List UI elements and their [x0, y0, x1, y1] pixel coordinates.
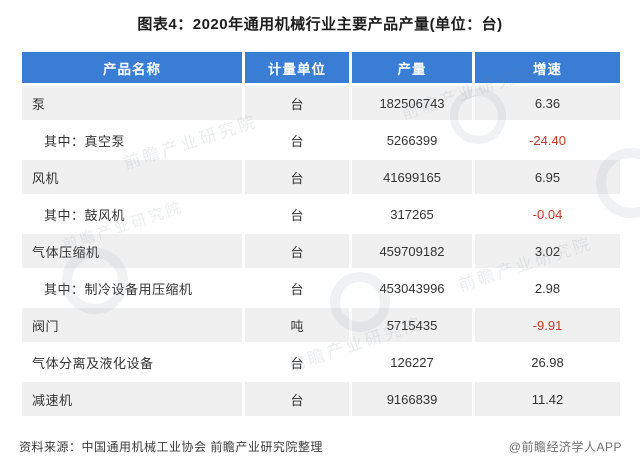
data-table-container: 产品名称 计量单位 产量 增速 泵台 182506743 6.36 其中：真空泵台 52… [19, 49, 623, 419]
cell-output: 9166839 [352, 382, 472, 416]
source-note: 资料来源：中国通用机械工业协会 前瞻产业研究院整理 [19, 440, 323, 454]
table-row: 阀门吨 5715435 -9.91 [22, 308, 620, 342]
cell-growth: 3.02 [475, 234, 620, 268]
cell-unit: 台 [245, 86, 349, 120]
cell-product-name: 风机 [22, 160, 242, 194]
cell-output: 41699165 [352, 160, 472, 194]
cell-growth: -9.91 [475, 308, 620, 342]
cell-output: 5266399 [352, 123, 472, 157]
table-body: 泵台 182506743 6.36 其中：真空泵台 5266399 -24.40 风机台 41… [22, 86, 620, 416]
table-row: 风机台 41699165 6.95 [22, 160, 620, 194]
cell-product-name: 其中：制冷设备用压缩机 [22, 271, 242, 305]
cell-unit: 台 [245, 271, 349, 305]
cell-unit: 台 [245, 382, 349, 416]
cell-product-name: 气体压缩机 [22, 234, 242, 268]
cell-growth: -24.40 [475, 123, 620, 157]
table-row: 其中：真空泵台 5266399 -24.40 [22, 123, 620, 157]
cell-growth: 2.98 [475, 271, 620, 305]
cell-growth: 6.95 [475, 160, 620, 194]
cell-growth: -0.04 [475, 197, 620, 231]
cell-unit: 吨 [245, 308, 349, 342]
cell-growth: 26.98 [475, 345, 620, 379]
cell-product-name: 其中：鼓风机 [22, 197, 242, 231]
header-growth: 增速 [475, 52, 620, 83]
cell-output: 5715435 [352, 308, 472, 342]
cell-product-name: 阀门 [22, 308, 242, 342]
table-row: 减速机台 9166839 11.42 [22, 382, 620, 416]
table-row: 其中：鼓风机台 317265 -0.04 [22, 197, 620, 231]
table-row: 泵台 182506743 6.36 [22, 86, 620, 120]
cell-product-name: 气体分离及液化设备 [22, 345, 242, 379]
cell-growth: 6.36 [475, 86, 620, 120]
table-row: 其中：制冷设备用压缩机台 453043996 2.98 [22, 271, 620, 305]
cell-unit: 台 [245, 345, 349, 379]
page-title: 图表4：2020年通用机械行业主要产品产量(单位：台) [137, 16, 503, 33]
cell-unit: 台 [245, 160, 349, 194]
cell-output: 126227 [352, 345, 472, 379]
product-output-table: 产品名称 计量单位 产量 增速 泵台 182506743 6.36 其中：真空泵台 52… [19, 49, 623, 419]
cell-growth: 11.42 [475, 382, 620, 416]
cell-output: 182506743 [352, 86, 472, 120]
cell-unit: 台 [245, 123, 349, 157]
cell-unit: 台 [245, 197, 349, 231]
footer: 资料来源：中国通用机械工业协会 前瞻产业研究院整理 @前瞻经济学人APP [19, 438, 622, 455]
header-output: 产量 [352, 52, 472, 83]
cell-output: 317265 [352, 197, 472, 231]
cell-product-name: 泵 [22, 86, 242, 120]
cell-unit: 台 [245, 234, 349, 268]
header-product-name: 产品名称 [22, 52, 242, 83]
cell-product-name: 减速机 [22, 382, 242, 416]
cell-output: 459709182 [352, 234, 472, 268]
table-header-row: 产品名称 计量单位 产量 增速 [22, 52, 620, 83]
table-row: 气体压缩机台 459709182 3.02 [22, 234, 620, 268]
credit-label: @前瞻经济学人APP [508, 440, 622, 454]
table-row: 气体分离及液化设备台 126227 26.98 [22, 345, 620, 379]
header-unit: 计量单位 [245, 52, 349, 83]
cell-output: 453043996 [352, 271, 472, 305]
cell-product-name: 其中：真空泵 [22, 123, 242, 157]
